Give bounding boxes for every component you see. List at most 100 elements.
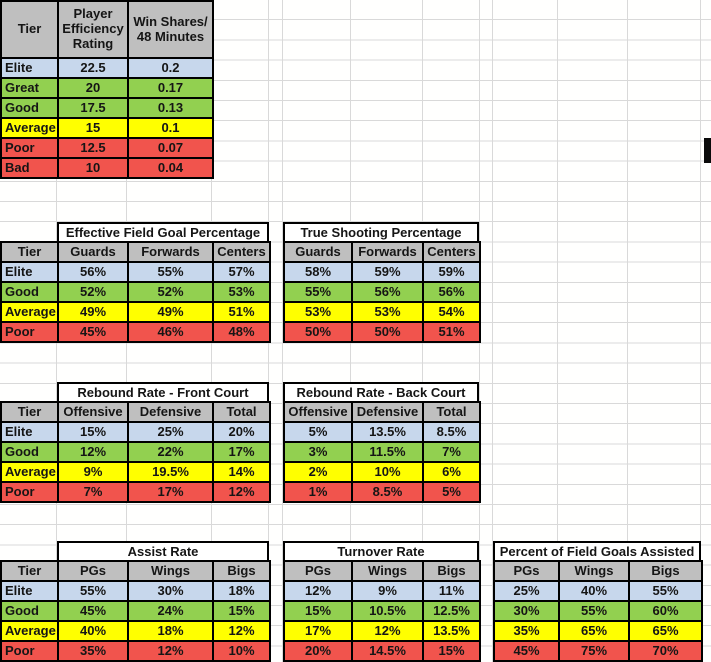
tier-cell[interactable]: Elite (0, 57, 59, 79)
value-cell[interactable]: 14% (212, 461, 271, 483)
value-cell[interactable]: 49% (57, 301, 129, 323)
value-cell[interactable]: 13.5% (351, 421, 424, 443)
tier-cell[interactable]: Average (0, 117, 59, 139)
efg-table-title[interactable]: Effective Field Goal Percentage (57, 222, 269, 243)
value-cell[interactable]: 15% (212, 600, 271, 622)
value-cell[interactable]: 55% (558, 600, 630, 622)
value-cell[interactable]: 7% (422, 441, 481, 463)
value-cell[interactable]: 51% (212, 301, 271, 323)
value-cell[interactable]: 22% (127, 441, 214, 463)
tier-cell[interactable]: Elite (0, 261, 59, 283)
column-header-cell[interactable]: Bigs (422, 560, 481, 582)
value-cell[interactable]: 7% (57, 481, 129, 503)
value-cell[interactable]: 48% (212, 321, 271, 343)
assist_rate-table-title[interactable]: Assist Rate (57, 541, 269, 562)
column-header-cell[interactable]: Tier (0, 0, 59, 59)
column-header-cell[interactable]: Forwards (127, 241, 214, 263)
value-cell[interactable]: 17% (283, 620, 353, 642)
column-header-cell[interactable]: Centers (212, 241, 271, 263)
value-cell[interactable]: 2% (283, 461, 353, 483)
value-cell[interactable]: 0.17 (127, 77, 214, 99)
column-header-cell[interactable]: Tier (0, 241, 59, 263)
tier-cell[interactable]: Good (0, 600, 59, 622)
value-cell[interactable]: 10.5% (351, 600, 424, 622)
value-cell[interactable]: 45% (57, 600, 129, 622)
tier-cell[interactable]: Good (0, 97, 59, 119)
value-cell[interactable]: 20% (283, 640, 353, 662)
value-cell[interactable]: 12% (283, 580, 353, 602)
value-cell[interactable]: 18% (212, 580, 271, 602)
value-cell[interactable]: 65% (628, 620, 703, 642)
turnover_rate-table-title[interactable]: Turnover Rate (283, 541, 479, 562)
value-cell[interactable]: 53% (351, 301, 424, 323)
tier-cell[interactable]: Poor (0, 481, 59, 503)
column-header-cell[interactable]: Offensive (283, 401, 353, 423)
value-cell[interactable]: 50% (283, 321, 353, 343)
value-cell[interactable]: 0.04 (127, 157, 214, 179)
value-cell[interactable]: 40% (57, 620, 129, 642)
column-header-cell[interactable]: Bigs (628, 560, 703, 582)
value-cell[interactable]: 6% (422, 461, 481, 483)
value-cell[interactable]: 45% (57, 321, 129, 343)
value-cell[interactable]: 55% (57, 580, 129, 602)
value-cell[interactable]: 0.13 (127, 97, 214, 119)
column-header-cell[interactable]: PGs (283, 560, 353, 582)
value-cell[interactable]: 8.5% (351, 481, 424, 503)
value-cell[interactable]: 24% (127, 600, 214, 622)
column-header-cell[interactable]: Guards (283, 241, 353, 263)
value-cell[interactable]: 49% (127, 301, 214, 323)
value-cell[interactable]: 3% (283, 441, 353, 463)
column-header-cell[interactable]: Forwards (351, 241, 424, 263)
column-header-cell[interactable]: Bigs (212, 560, 271, 582)
value-cell[interactable]: 15% (422, 640, 481, 662)
value-cell[interactable]: 55% (628, 580, 703, 602)
value-cell[interactable]: 17% (127, 481, 214, 503)
column-header-cell[interactable]: Player Efficiency Rating (57, 0, 129, 59)
tier-cell[interactable]: Elite (0, 580, 59, 602)
tier-cell[interactable]: Average (0, 620, 59, 642)
value-cell[interactable]: 1% (283, 481, 353, 503)
value-cell[interactable]: 12% (57, 441, 129, 463)
value-cell[interactable]: 8.5% (422, 421, 481, 443)
tier-cell[interactable]: Elite (0, 421, 59, 443)
value-cell[interactable]: 9% (351, 580, 424, 602)
value-cell[interactable]: 11.5% (351, 441, 424, 463)
value-cell[interactable]: 51% (422, 321, 481, 343)
tier-cell[interactable]: Bad (0, 157, 59, 179)
column-header-cell[interactable]: Defensive (351, 401, 424, 423)
value-cell[interactable]: 25% (127, 421, 214, 443)
value-cell[interactable]: 0.07 (127, 137, 214, 159)
value-cell[interactable]: 19.5% (127, 461, 214, 483)
true_shooting-table-title[interactable]: True Shooting Percentage (283, 222, 479, 243)
tier-cell[interactable]: Average (0, 461, 59, 483)
value-cell[interactable]: 52% (127, 281, 214, 303)
column-header-cell[interactable]: Centers (422, 241, 481, 263)
column-header-cell[interactable]: Defensive (127, 401, 214, 423)
value-cell[interactable]: 20% (212, 421, 271, 443)
rebound_back-table-title[interactable]: Rebound Rate - Back Court (283, 382, 479, 403)
value-cell[interactable]: 35% (493, 620, 560, 642)
column-header-cell[interactable]: Guards (57, 241, 129, 263)
value-cell[interactable]: 50% (351, 321, 424, 343)
column-header-cell[interactable]: Win Shares/ 48 Minutes (127, 0, 214, 59)
column-header-cell[interactable]: Total (212, 401, 271, 423)
tier-cell[interactable]: Great (0, 77, 59, 99)
tier-cell[interactable]: Good (0, 281, 59, 303)
column-header-cell[interactable]: Tier (0, 560, 59, 582)
value-cell[interactable]: 17.5 (57, 97, 129, 119)
value-cell[interactable]: 53% (283, 301, 353, 323)
value-cell[interactable]: 35% (57, 640, 129, 662)
value-cell[interactable]: 0.1 (127, 117, 214, 139)
value-cell[interactable]: 17% (212, 441, 271, 463)
fg_assisted-table-title[interactable]: Percent of Field Goals Assisted (493, 541, 701, 562)
tier-cell[interactable]: Poor (0, 321, 59, 343)
value-cell[interactable]: 5% (283, 421, 353, 443)
value-cell[interactable]: 5% (422, 481, 481, 503)
value-cell[interactable]: 56% (57, 261, 129, 283)
column-header-cell[interactable]: Total (422, 401, 481, 423)
tier-cell[interactable]: Poor (0, 137, 59, 159)
value-cell[interactable]: 12% (212, 481, 271, 503)
value-cell[interactable]: 12.5% (422, 600, 481, 622)
value-cell[interactable]: 25% (493, 580, 560, 602)
